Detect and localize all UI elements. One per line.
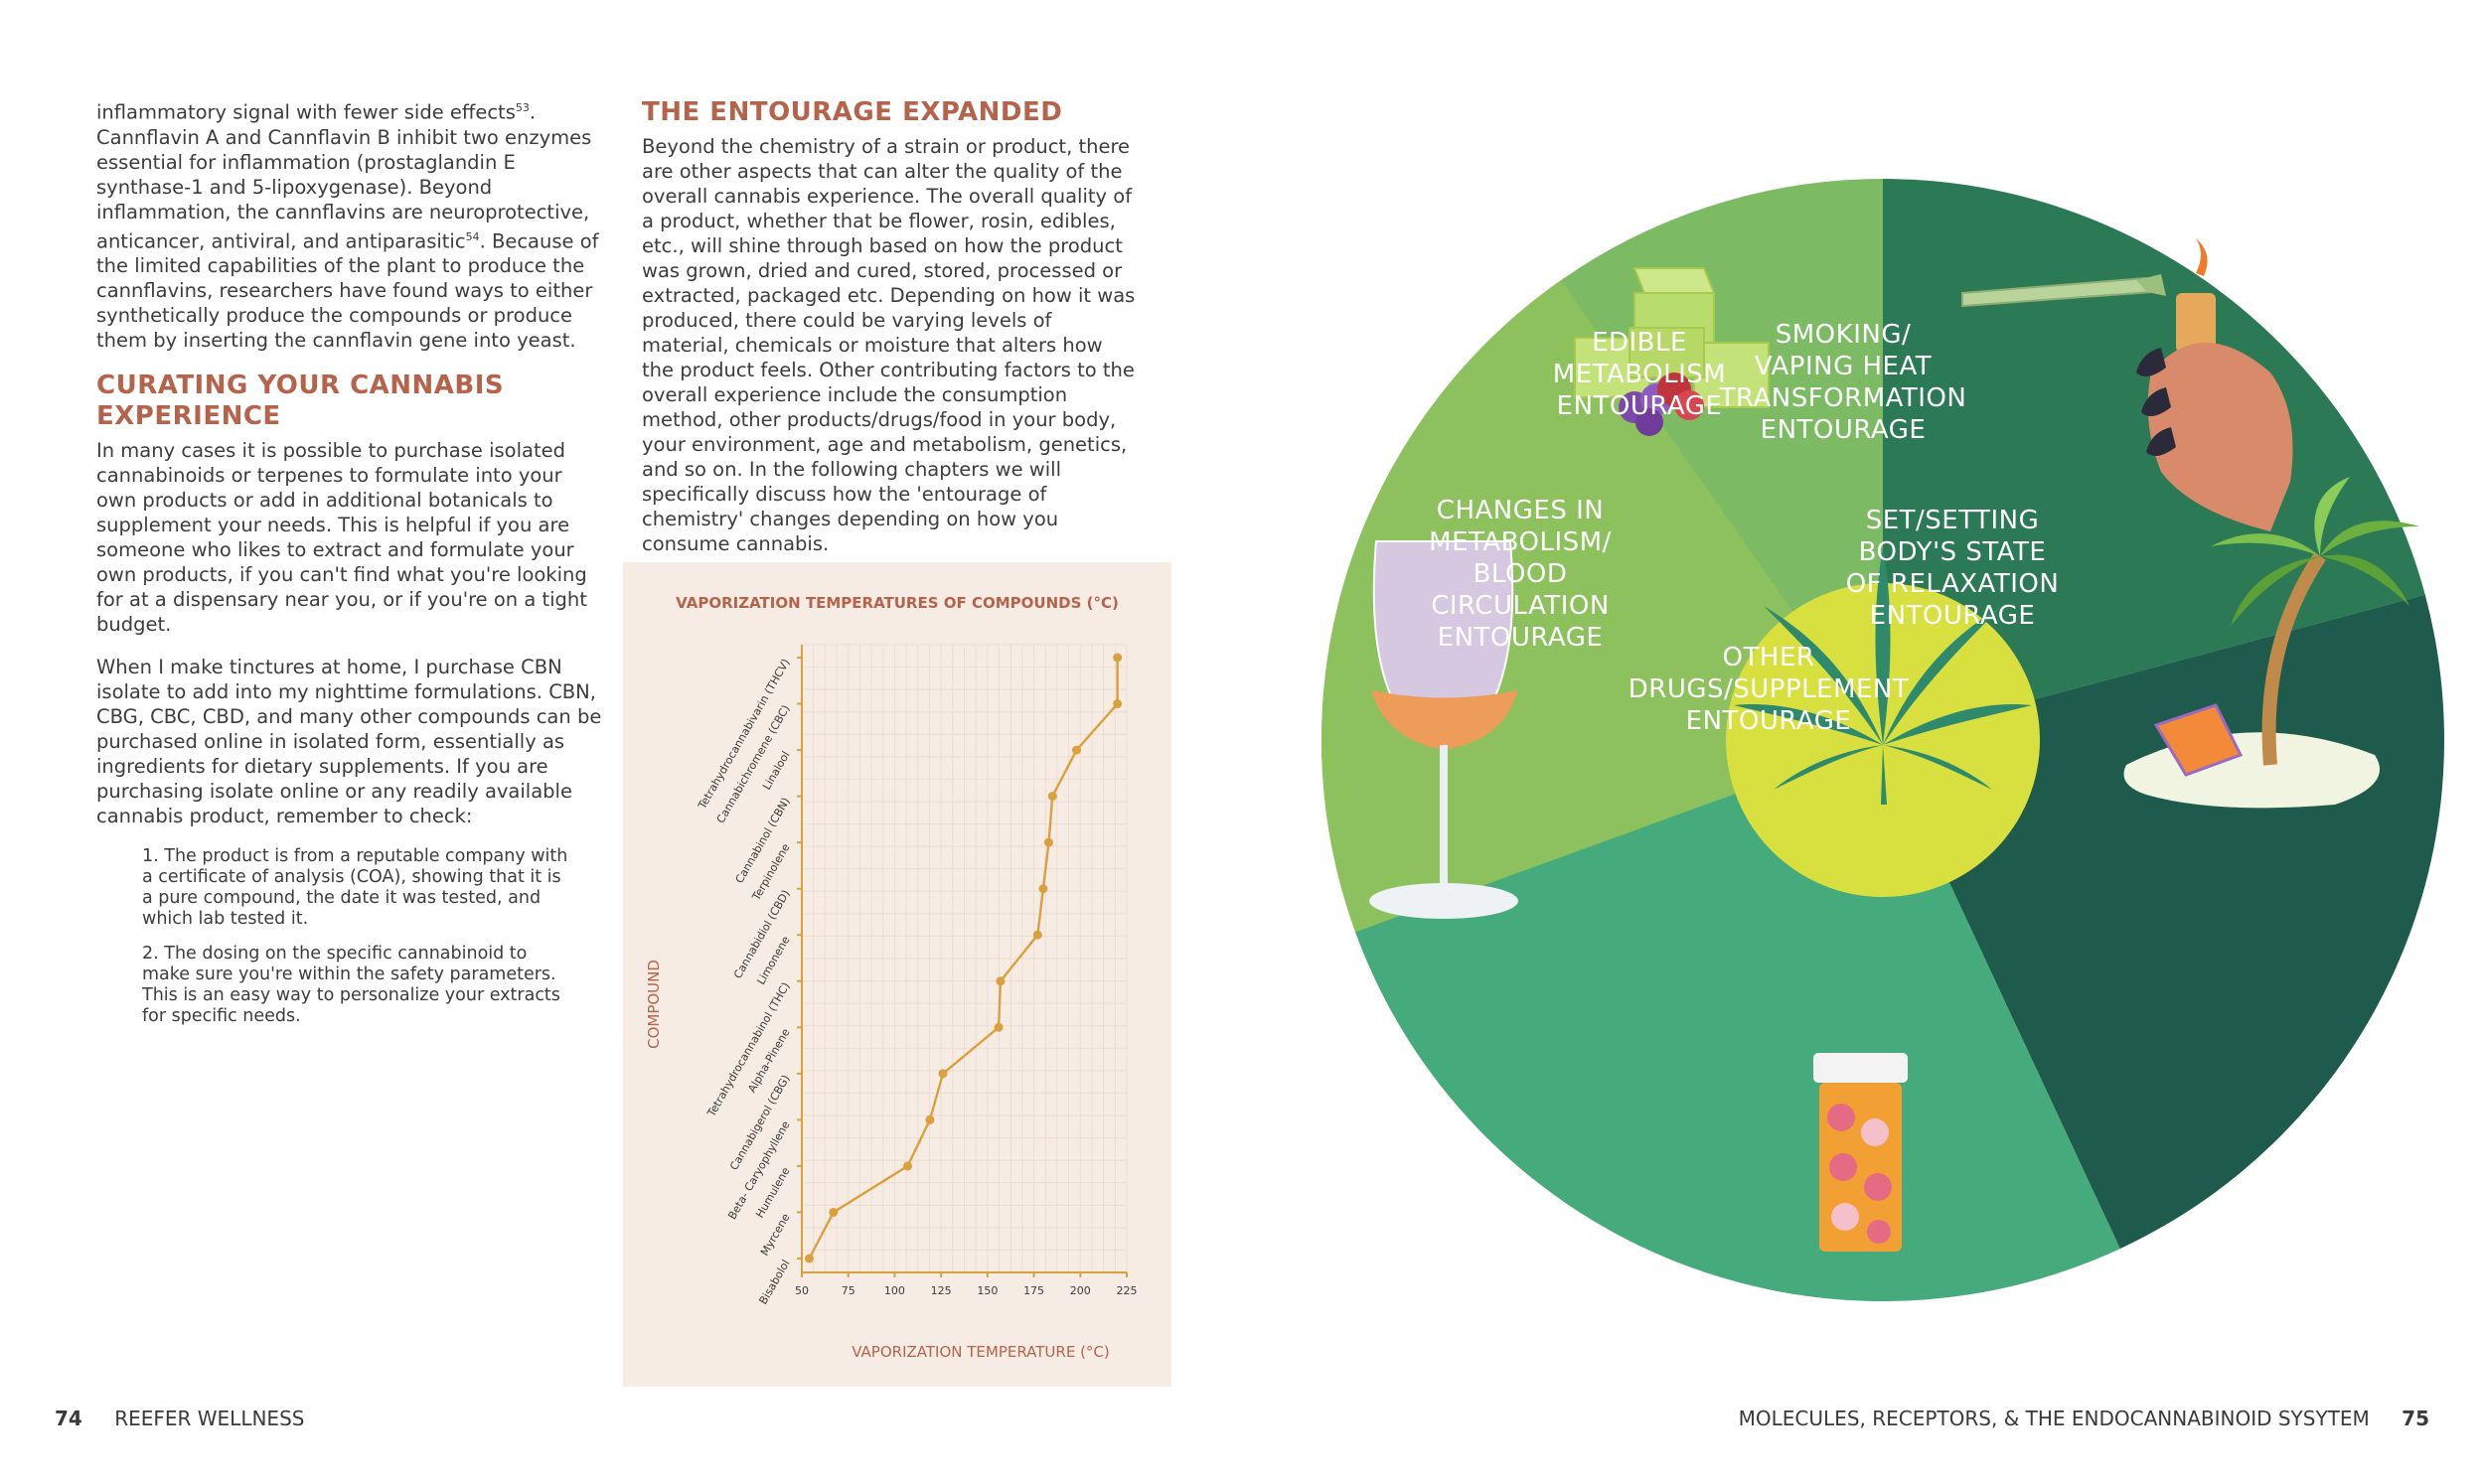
y-tick-label: Bisabolol — [757, 1258, 793, 1306]
footer-left: 74 REEFER WELLNESS — [55, 1407, 304, 1430]
left-running-title: REEFER WELLNESS — [114, 1407, 305, 1430]
footer-right: MOLECULES, RECEPTORS, & THE ENDOCANNABIN… — [1739, 1407, 2429, 1430]
curating-paragraph-1: In many cases it is possible to purchase… — [96, 439, 587, 636]
data-point — [1038, 884, 1048, 894]
x-tick-label: 100 — [884, 1284, 905, 1297]
check-list: 1. The product is from a reputable compa… — [142, 846, 569, 1027]
check-item-1: 1. The product is from a reputable compa… — [142, 846, 568, 929]
vaporization-chart: VAPORIZATION TEMPERATURES OF COMPOUNDS (… — [623, 562, 1171, 1387]
chart-title: VAPORIZATION TEMPERATURES OF COMPOUNDS (… — [676, 594, 1119, 612]
x-tick-label: 125 — [931, 1284, 952, 1297]
left-page-number: 74 — [55, 1407, 82, 1430]
segment-smoking-label: SMOKING/VAPING HEAT TRANSFORMATION ENTOURA… — [1719, 320, 1967, 445]
data-point — [1113, 653, 1123, 663]
entourage-heading: THE ENTOURAGE EXPANDED — [642, 97, 1063, 127]
right-running-title: MOLECULES, RECEPTORS, & THE ENDOCANNABIN… — [1738, 1407, 2370, 1430]
data-point — [996, 976, 1006, 986]
x-tick-label: 150 — [977, 1284, 998, 1297]
curating-paragraph-2: When I make tinctures at home, I purchas… — [96, 656, 602, 827]
segment-edible-label: EDIBLE METABOLISM ENTOURAGE — [1553, 328, 1726, 421]
curating-heading: CURATING YOUR CANNABIS EXPERIENCE — [96, 371, 505, 431]
data-point — [1072, 745, 1082, 755]
cannabis-leaf-icon — [1734, 546, 2032, 805]
chart-svg: VAPORIZATION TEMPERATURES OF COMPOUNDS (… — [645, 594, 1138, 1361]
data-point — [1044, 837, 1054, 847]
middle-column: THE ENTOURAGE EXPANDED Beyond the chemis… — [642, 97, 1139, 574]
left-column: inflammatory signal with fewer side effe… — [96, 95, 605, 1041]
x-tick-label: 225 — [1117, 1284, 1138, 1297]
data-point — [925, 1114, 935, 1124]
entourage-paragraph: Beyond the chemistry of a strain or prod… — [642, 135, 1136, 555]
x-tick-label: 50 — [795, 1284, 809, 1297]
data-point — [903, 1161, 913, 1171]
data-point — [829, 1207, 839, 1217]
data-point — [1047, 792, 1057, 802]
segment-set-setting-label: SET/SETTING BODY'S STATE OF RELAXATION ENTO… — [1846, 506, 2060, 631]
segment-other-drugs-label: OTHER DRUGS/SUPPLEMENT ENTOURAGE — [1629, 643, 1910, 736]
x-tick-label: 175 — [1023, 1284, 1044, 1297]
segment-metabolism-label: CHANGES IN METABOLISM/BLOOD CIRCULATION ENT… — [1429, 496, 1612, 653]
joint-and-lighter-icon — [1961, 238, 2293, 531]
data-point — [1032, 930, 1042, 940]
data-point — [938, 1069, 948, 1079]
palm-island-icon — [2123, 477, 2419, 809]
wine-glass-icon — [1369, 540, 1518, 919]
x-axis-title: VAPORIZATION TEMPERATURE (°C) — [852, 1343, 1110, 1361]
pill-bottle-icon — [1813, 1053, 1908, 1252]
intro-paragraph: inflammatory signal with fewer side effe… — [96, 100, 599, 353]
gummy-cubes-icon — [1574, 267, 1770, 436]
x-tick-label: 200 — [1070, 1284, 1091, 1297]
entourage-wheel: EDIBLE METABOLISM ENTOURAGESMOKING/VAPING … — [1321, 179, 2444, 1301]
data-point — [994, 1022, 1004, 1032]
right-page-number: 75 — [2402, 1407, 2429, 1430]
data-point — [1113, 699, 1123, 709]
data-point — [804, 1254, 814, 1263]
x-tick-label: 75 — [842, 1284, 855, 1297]
data-line — [808, 658, 1119, 1260]
y-axis-title: COMPOUND — [645, 960, 663, 1049]
check-item-2: 2. The dosing on the specific cannabinoi… — [142, 944, 560, 1026]
